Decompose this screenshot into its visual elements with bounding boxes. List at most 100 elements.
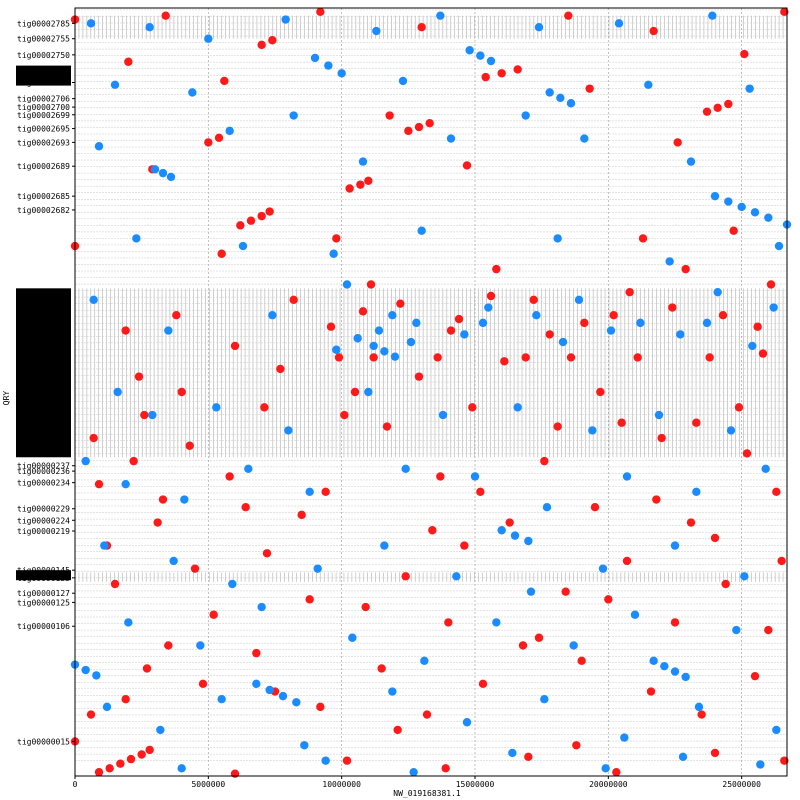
data-point [356, 180, 365, 189]
data-point [164, 641, 173, 650]
data-point [89, 295, 98, 305]
data-point [694, 702, 704, 712]
data-point [692, 487, 701, 497]
data-point [316, 702, 325, 712]
data-point [121, 326, 130, 335]
data-point [326, 322, 336, 331]
data-point [89, 433, 98, 443]
data-point [158, 495, 168, 504]
x-tick-label: 15000000 [456, 780, 495, 789]
data-point [110, 579, 120, 589]
data-point [777, 556, 786, 566]
data-point [260, 403, 269, 412]
data-point [377, 664, 386, 673]
data-point [620, 733, 629, 742]
data-point [577, 656, 586, 665]
data-point [740, 49, 749, 59]
data-point [446, 326, 456, 335]
data-point [105, 764, 114, 773]
y-tick-label: tig00000234 [17, 479, 70, 488]
data-point [94, 479, 104, 489]
data-point [478, 679, 488, 689]
data-point [758, 349, 768, 358]
data-point [553, 422, 562, 431]
x-tick-label: 10000000 [322, 780, 361, 789]
data-point [124, 57, 133, 66]
data-point [665, 257, 674, 266]
data-point [398, 76, 408, 86]
data-point [542, 503, 552, 512]
data-point [686, 518, 696, 527]
data-point [681, 264, 690, 274]
data-point [340, 410, 349, 420]
y-tick-label: tig00002785 [17, 19, 70, 28]
data-point [305, 487, 314, 497]
data-point [772, 725, 781, 735]
data-point [748, 341, 757, 351]
data-point [390, 352, 400, 361]
data-point [382, 422, 392, 431]
data-point [524, 752, 533, 761]
x-tick-label: 25000000 [722, 780, 761, 789]
data-point [524, 536, 533, 546]
data-point [228, 579, 237, 589]
data-point [470, 472, 480, 481]
data-point [646, 687, 656, 696]
data-point [209, 610, 218, 619]
data-point [476, 51, 485, 60]
data-point [764, 625, 773, 635]
data-point [452, 572, 461, 581]
data-point [422, 710, 432, 719]
data-point [145, 23, 154, 32]
data-point [158, 168, 168, 178]
data-point [545, 330, 554, 339]
data-point [446, 134, 456, 143]
data-point [540, 695, 549, 704]
data-point [513, 65, 522, 74]
data-point [670, 618, 680, 627]
data-point [598, 564, 608, 573]
data-point [244, 464, 253, 473]
y-tick-label: tig00000229 [17, 505, 70, 514]
data-point [478, 318, 488, 328]
data-point [230, 341, 240, 351]
y-tick-label: tig00002706 [17, 95, 70, 104]
data-point [276, 364, 285, 374]
data-point [380, 541, 389, 550]
data-point [468, 403, 477, 412]
y-tick-label: tig00002755 [17, 35, 70, 44]
data-point [417, 226, 426, 235]
data-point [358, 307, 368, 316]
data-point [329, 249, 338, 258]
data-point [145, 745, 154, 755]
data-point [729, 226, 738, 235]
data-point [361, 602, 370, 612]
data-point [617, 418, 626, 427]
data-point [497, 526, 506, 535]
data-point [652, 495, 661, 504]
data-point [756, 760, 765, 769]
data-point [713, 103, 722, 113]
data-point [508, 748, 517, 758]
data-point [601, 764, 610, 773]
data-point [225, 126, 234, 136]
data-point [724, 197, 733, 206]
data-point [265, 685, 274, 695]
data-point [252, 679, 261, 689]
data-point [132, 234, 141, 243]
data-point [190, 564, 200, 573]
data-point [668, 303, 677, 312]
data-point [278, 691, 288, 701]
data-point [697, 710, 706, 719]
data-point [454, 314, 464, 324]
data-point [337, 69, 346, 78]
data-point [569, 641, 578, 650]
y-tick-label: tig00002682 [17, 206, 70, 215]
data-point [94, 142, 104, 151]
data-point [257, 40, 266, 50]
data-point [500, 357, 509, 366]
y-tick-label: tig00002700 [17, 103, 70, 112]
data-point [332, 345, 341, 354]
data-point [726, 426, 736, 435]
data-point [236, 221, 245, 230]
